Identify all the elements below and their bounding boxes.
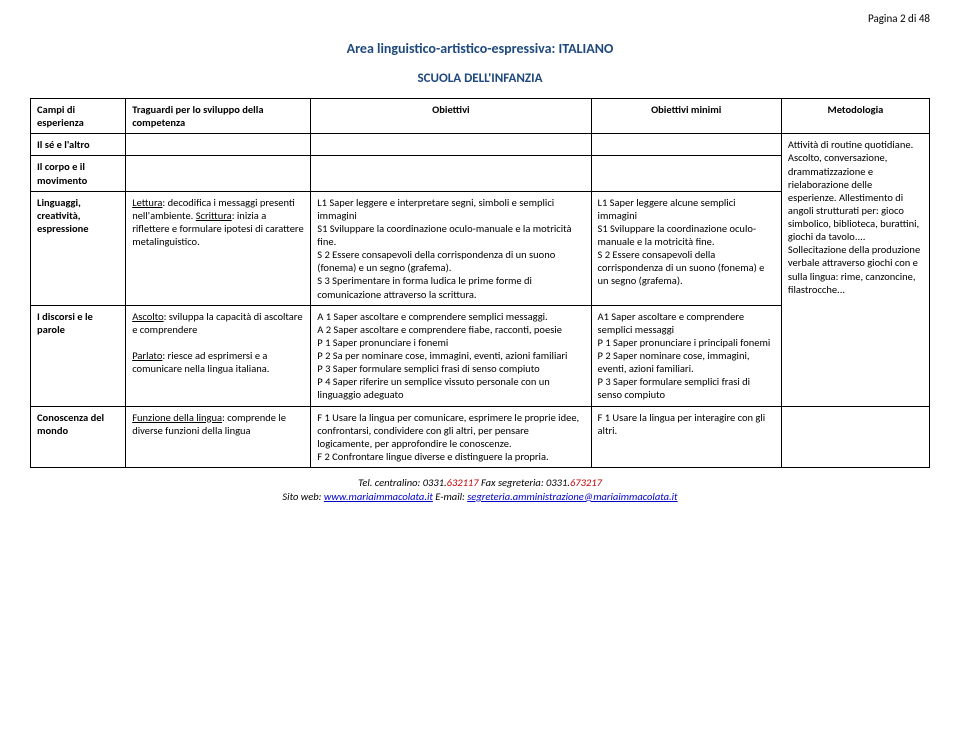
row-label-corpo: Il corpo e il movimento bbox=[31, 156, 126, 191]
header-obiettivi-minimi: Obiettivi minimi bbox=[591, 99, 781, 134]
footer-fax-num: 673217 bbox=[570, 476, 602, 489]
cell-empty bbox=[781, 406, 929, 468]
cell-minimi-discorsi: A1 Saper ascoltare e comprendere semplic… bbox=[591, 305, 781, 406]
cell-traguardi-conoscenza: Funzione della lingua: comprende le dive… bbox=[126, 406, 311, 468]
table-header-row: Campi di esperienza Traguardi per lo svi… bbox=[31, 99, 930, 134]
curriculum-table: Campi di esperienza Traguardi per lo svi… bbox=[30, 98, 930, 468]
table-row: Il sé e l'altro Attività di routine quot… bbox=[31, 134, 930, 156]
cell-obiettivi-conoscenza: F 1 Usare la lingua per comunicare, espr… bbox=[311, 406, 591, 468]
label-funzione: Funzione della lingua bbox=[132, 411, 222, 424]
cell-empty bbox=[126, 156, 311, 191]
cell-empty bbox=[591, 134, 781, 156]
header-obiettivi: Obiettivi bbox=[311, 99, 591, 134]
cell-traguardi-discorsi: Ascolto: sviluppa la capacità di ascolta… bbox=[126, 305, 311, 406]
cell-methodology: Attività di routine quotidiane. Ascolto,… bbox=[781, 134, 929, 406]
footer-email-link[interactable]: segreteria.amministrazione@mariaimmacola… bbox=[467, 490, 677, 503]
label-scrittura: Scrittura bbox=[196, 209, 232, 222]
cell-traguardi-linguaggi: Lettura: decodifica i messaggi presenti … bbox=[126, 191, 311, 305]
cell-obiettivi-discorsi: A 1 Saper ascoltare e comprendere sempli… bbox=[311, 305, 591, 406]
row-label-conoscenza: Conoscenza del mondo bbox=[31, 406, 126, 468]
footer-website-link[interactable]: www.mariaimmacolata.it bbox=[324, 490, 433, 503]
table-row: Conoscenza del mondo Funzione della ling… bbox=[31, 406, 930, 468]
cell-empty bbox=[311, 134, 591, 156]
cell-empty bbox=[126, 134, 311, 156]
footer-site-label: Sito web: bbox=[282, 490, 323, 503]
cell-minimi-conoscenza: F 1 Usare la lingua per interagire con g… bbox=[591, 406, 781, 468]
row-label-linguaggi: Linguaggi, creatività, espressione bbox=[31, 191, 126, 305]
page-title: Area linguistico-artistico-espressiva: I… bbox=[30, 40, 930, 57]
footer-email-label: E-mail: bbox=[433, 490, 467, 503]
cell-empty bbox=[311, 156, 591, 191]
label-ascolto: Ascolto bbox=[132, 310, 163, 323]
page-subtitle: SCUOLA DELL'INFANZIA bbox=[30, 71, 930, 86]
page-footer: Tel. centralino: 0331.632117 Fax segrete… bbox=[30, 476, 930, 503]
header-traguardi: Traguardi per lo sviluppo della competen… bbox=[126, 99, 311, 134]
page-number: Pagina 2 di 48 bbox=[868, 12, 930, 25]
row-label-se-altro: Il sé e l'altro bbox=[31, 134, 126, 156]
row-label-discorsi: I discorsi e le parole bbox=[31, 305, 126, 406]
label-lettura: Lettura bbox=[132, 196, 162, 209]
cell-minimi-linguaggi: L1 Saper leggere alcune semplici immagin… bbox=[591, 191, 781, 305]
label-parlato: Parlato bbox=[132, 349, 162, 362]
footer-tel-label: Tel. centralino: 0331. bbox=[358, 476, 447, 489]
footer-fax-label: Fax segreteria: 0331. bbox=[479, 476, 570, 489]
cell-obiettivi-linguaggi: L1 Saper leggere e interpretare segni, s… bbox=[311, 191, 591, 305]
header-campi: Campi di esperienza bbox=[31, 99, 126, 134]
cell-empty bbox=[591, 156, 781, 191]
footer-tel-num: 632117 bbox=[447, 476, 479, 489]
header-metodologia: Metodologia bbox=[781, 99, 929, 134]
